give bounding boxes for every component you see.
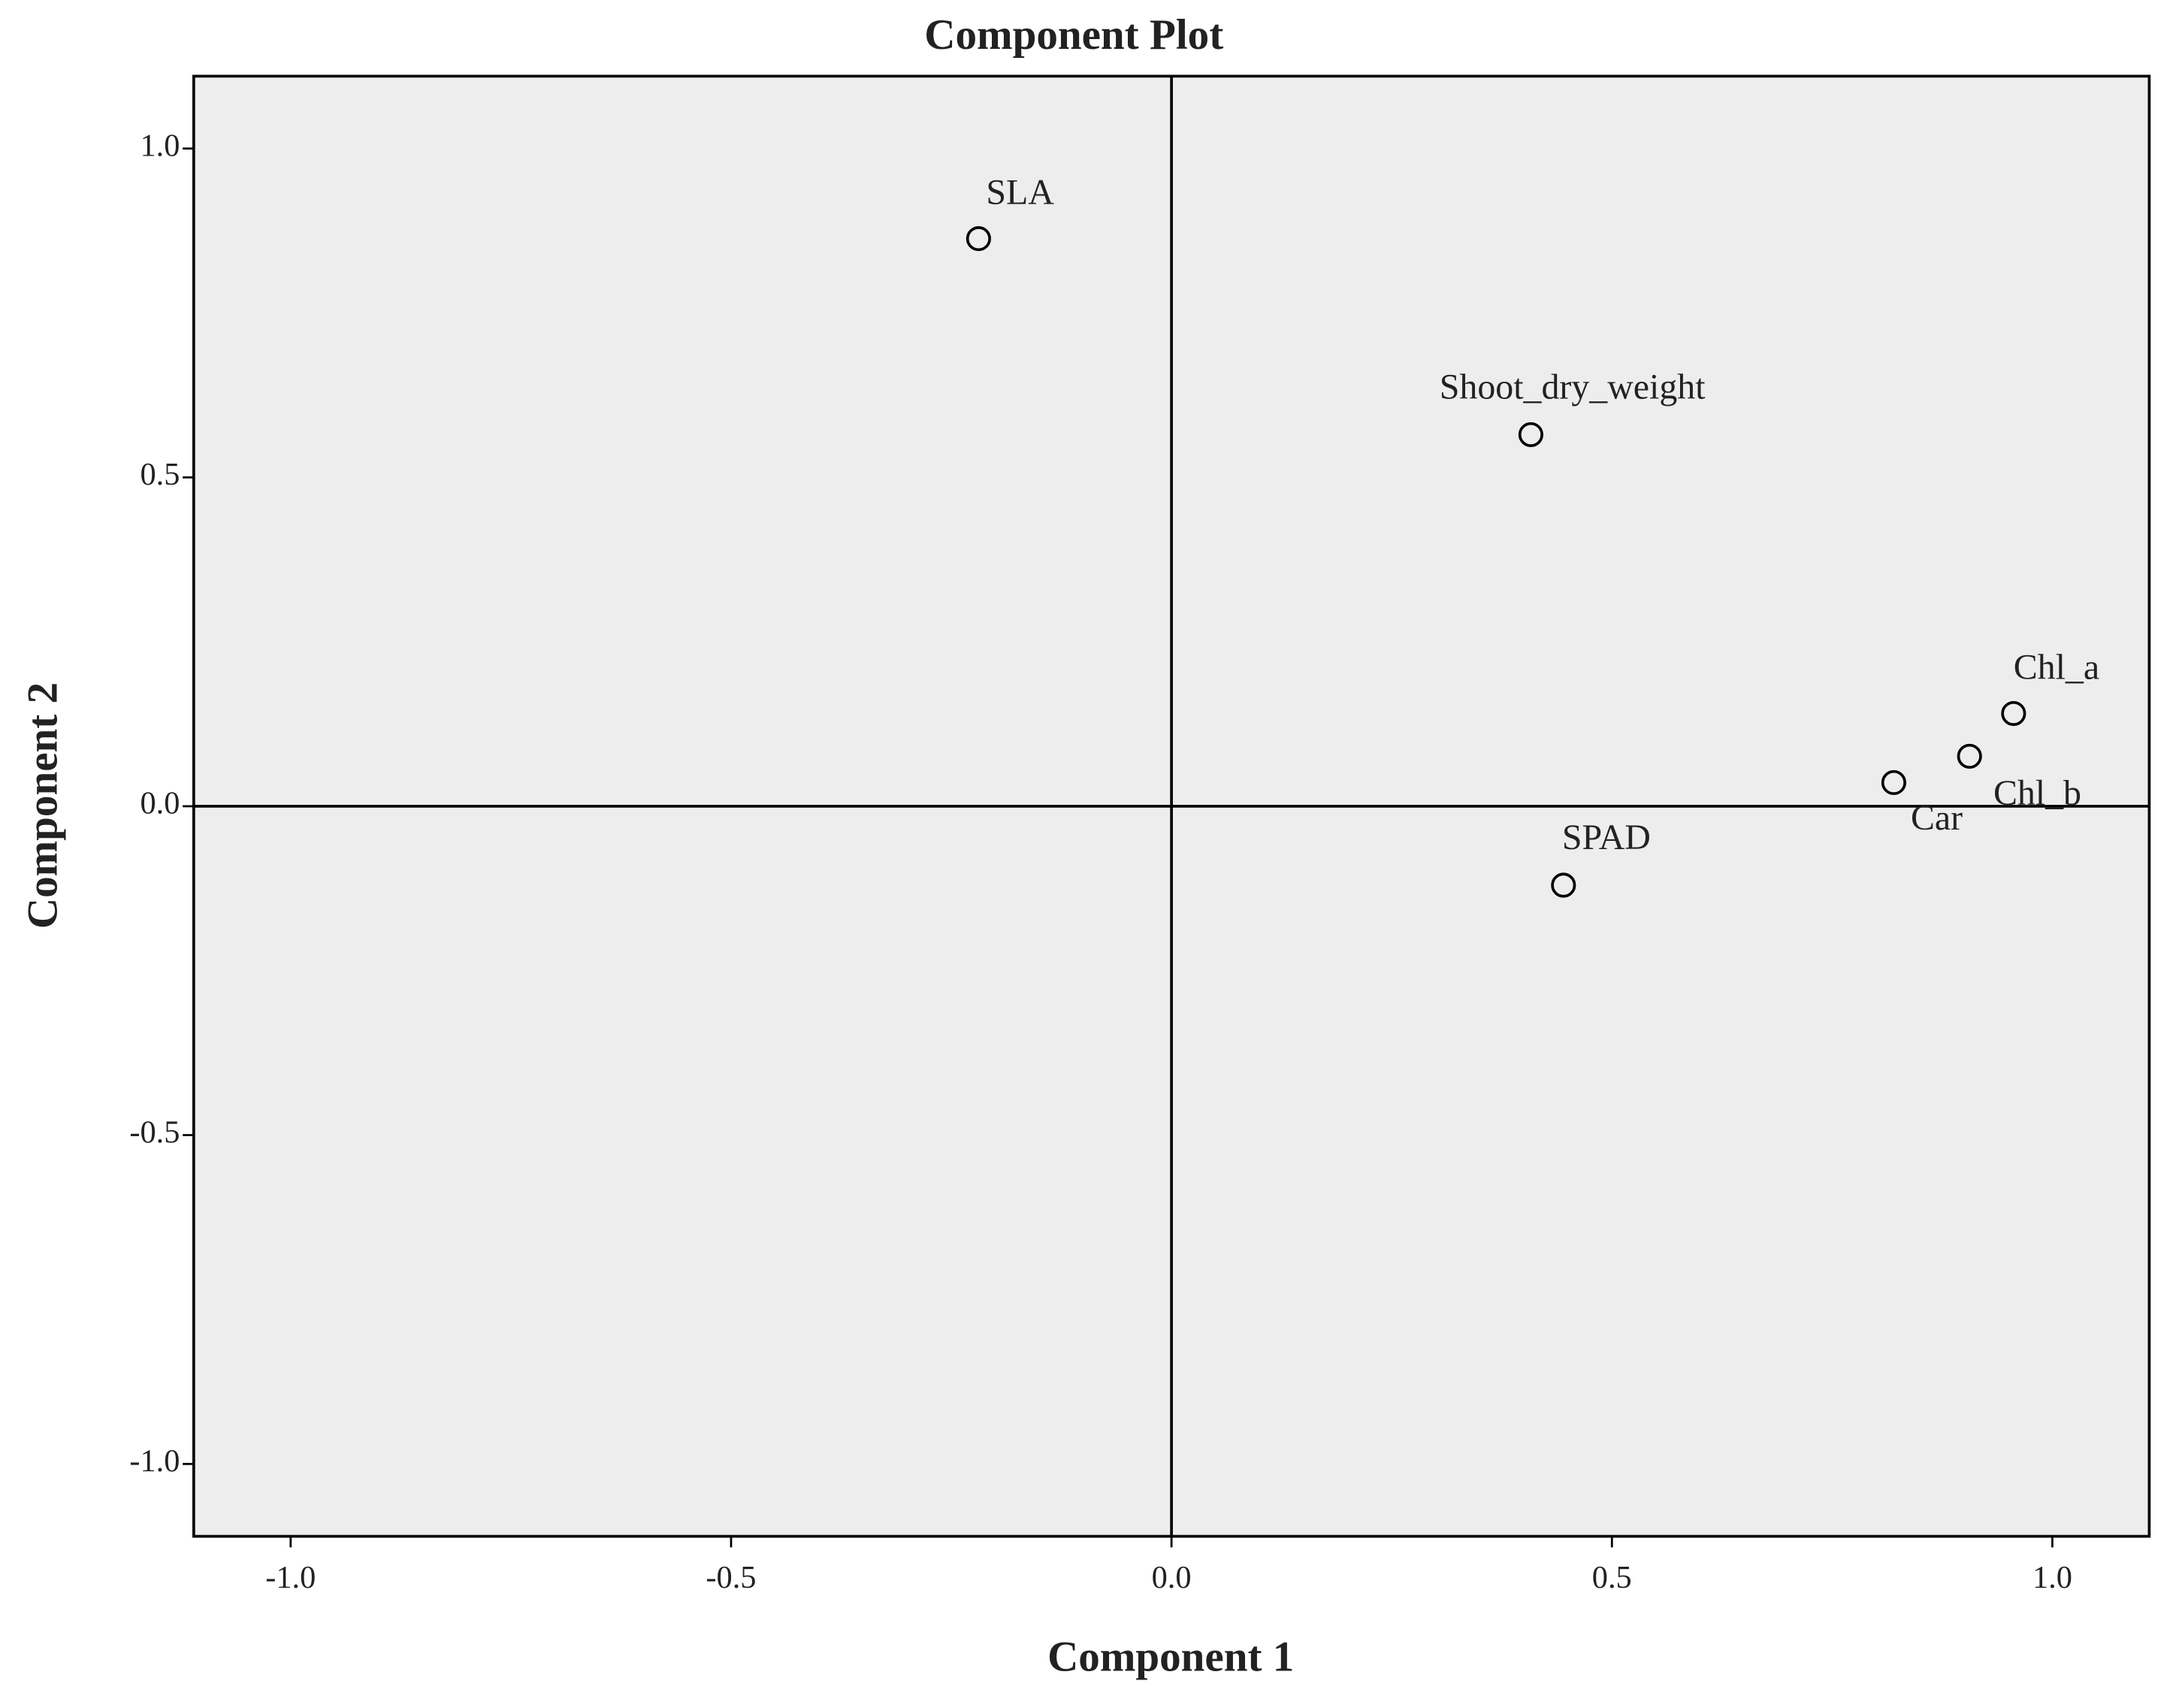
y-tick-label: -1.0 xyxy=(129,1443,180,1479)
x-tick-label: 0.5 xyxy=(1592,1560,1632,1595)
point xyxy=(2001,700,2026,727)
x-tick-label: 0.0 xyxy=(1152,1560,1192,1595)
point xyxy=(1518,422,1543,447)
point-label: Chl_a xyxy=(2014,647,2099,687)
x-tick-label: 1.0 xyxy=(2032,1560,2072,1595)
chart-title: Component Plot xyxy=(924,11,1223,59)
point-label: Chl_b xyxy=(1993,773,2081,813)
point-label: Shoot_dry_weight xyxy=(1440,367,1706,407)
y-tick-label: 0.5 xyxy=(140,457,180,492)
y-tick-label: 0.0 xyxy=(140,786,180,821)
point xyxy=(966,226,991,252)
point-label: Car xyxy=(1911,798,1963,838)
y-tick-label: -0.5 xyxy=(129,1114,180,1150)
point xyxy=(1957,743,1982,769)
x-tick-label: -1.0 xyxy=(265,1560,316,1595)
y-tick-label: 1.0 xyxy=(140,128,180,163)
point-label: SLA xyxy=(986,172,1054,212)
point-label: SPAD xyxy=(1562,818,1651,857)
x-tick-label: -0.5 xyxy=(706,1560,756,1595)
point xyxy=(1881,769,1906,796)
y-axis-title: Component 2 xyxy=(20,682,67,929)
x-axis-title: Component 1 xyxy=(1047,1633,1294,1680)
point xyxy=(1551,872,1576,898)
